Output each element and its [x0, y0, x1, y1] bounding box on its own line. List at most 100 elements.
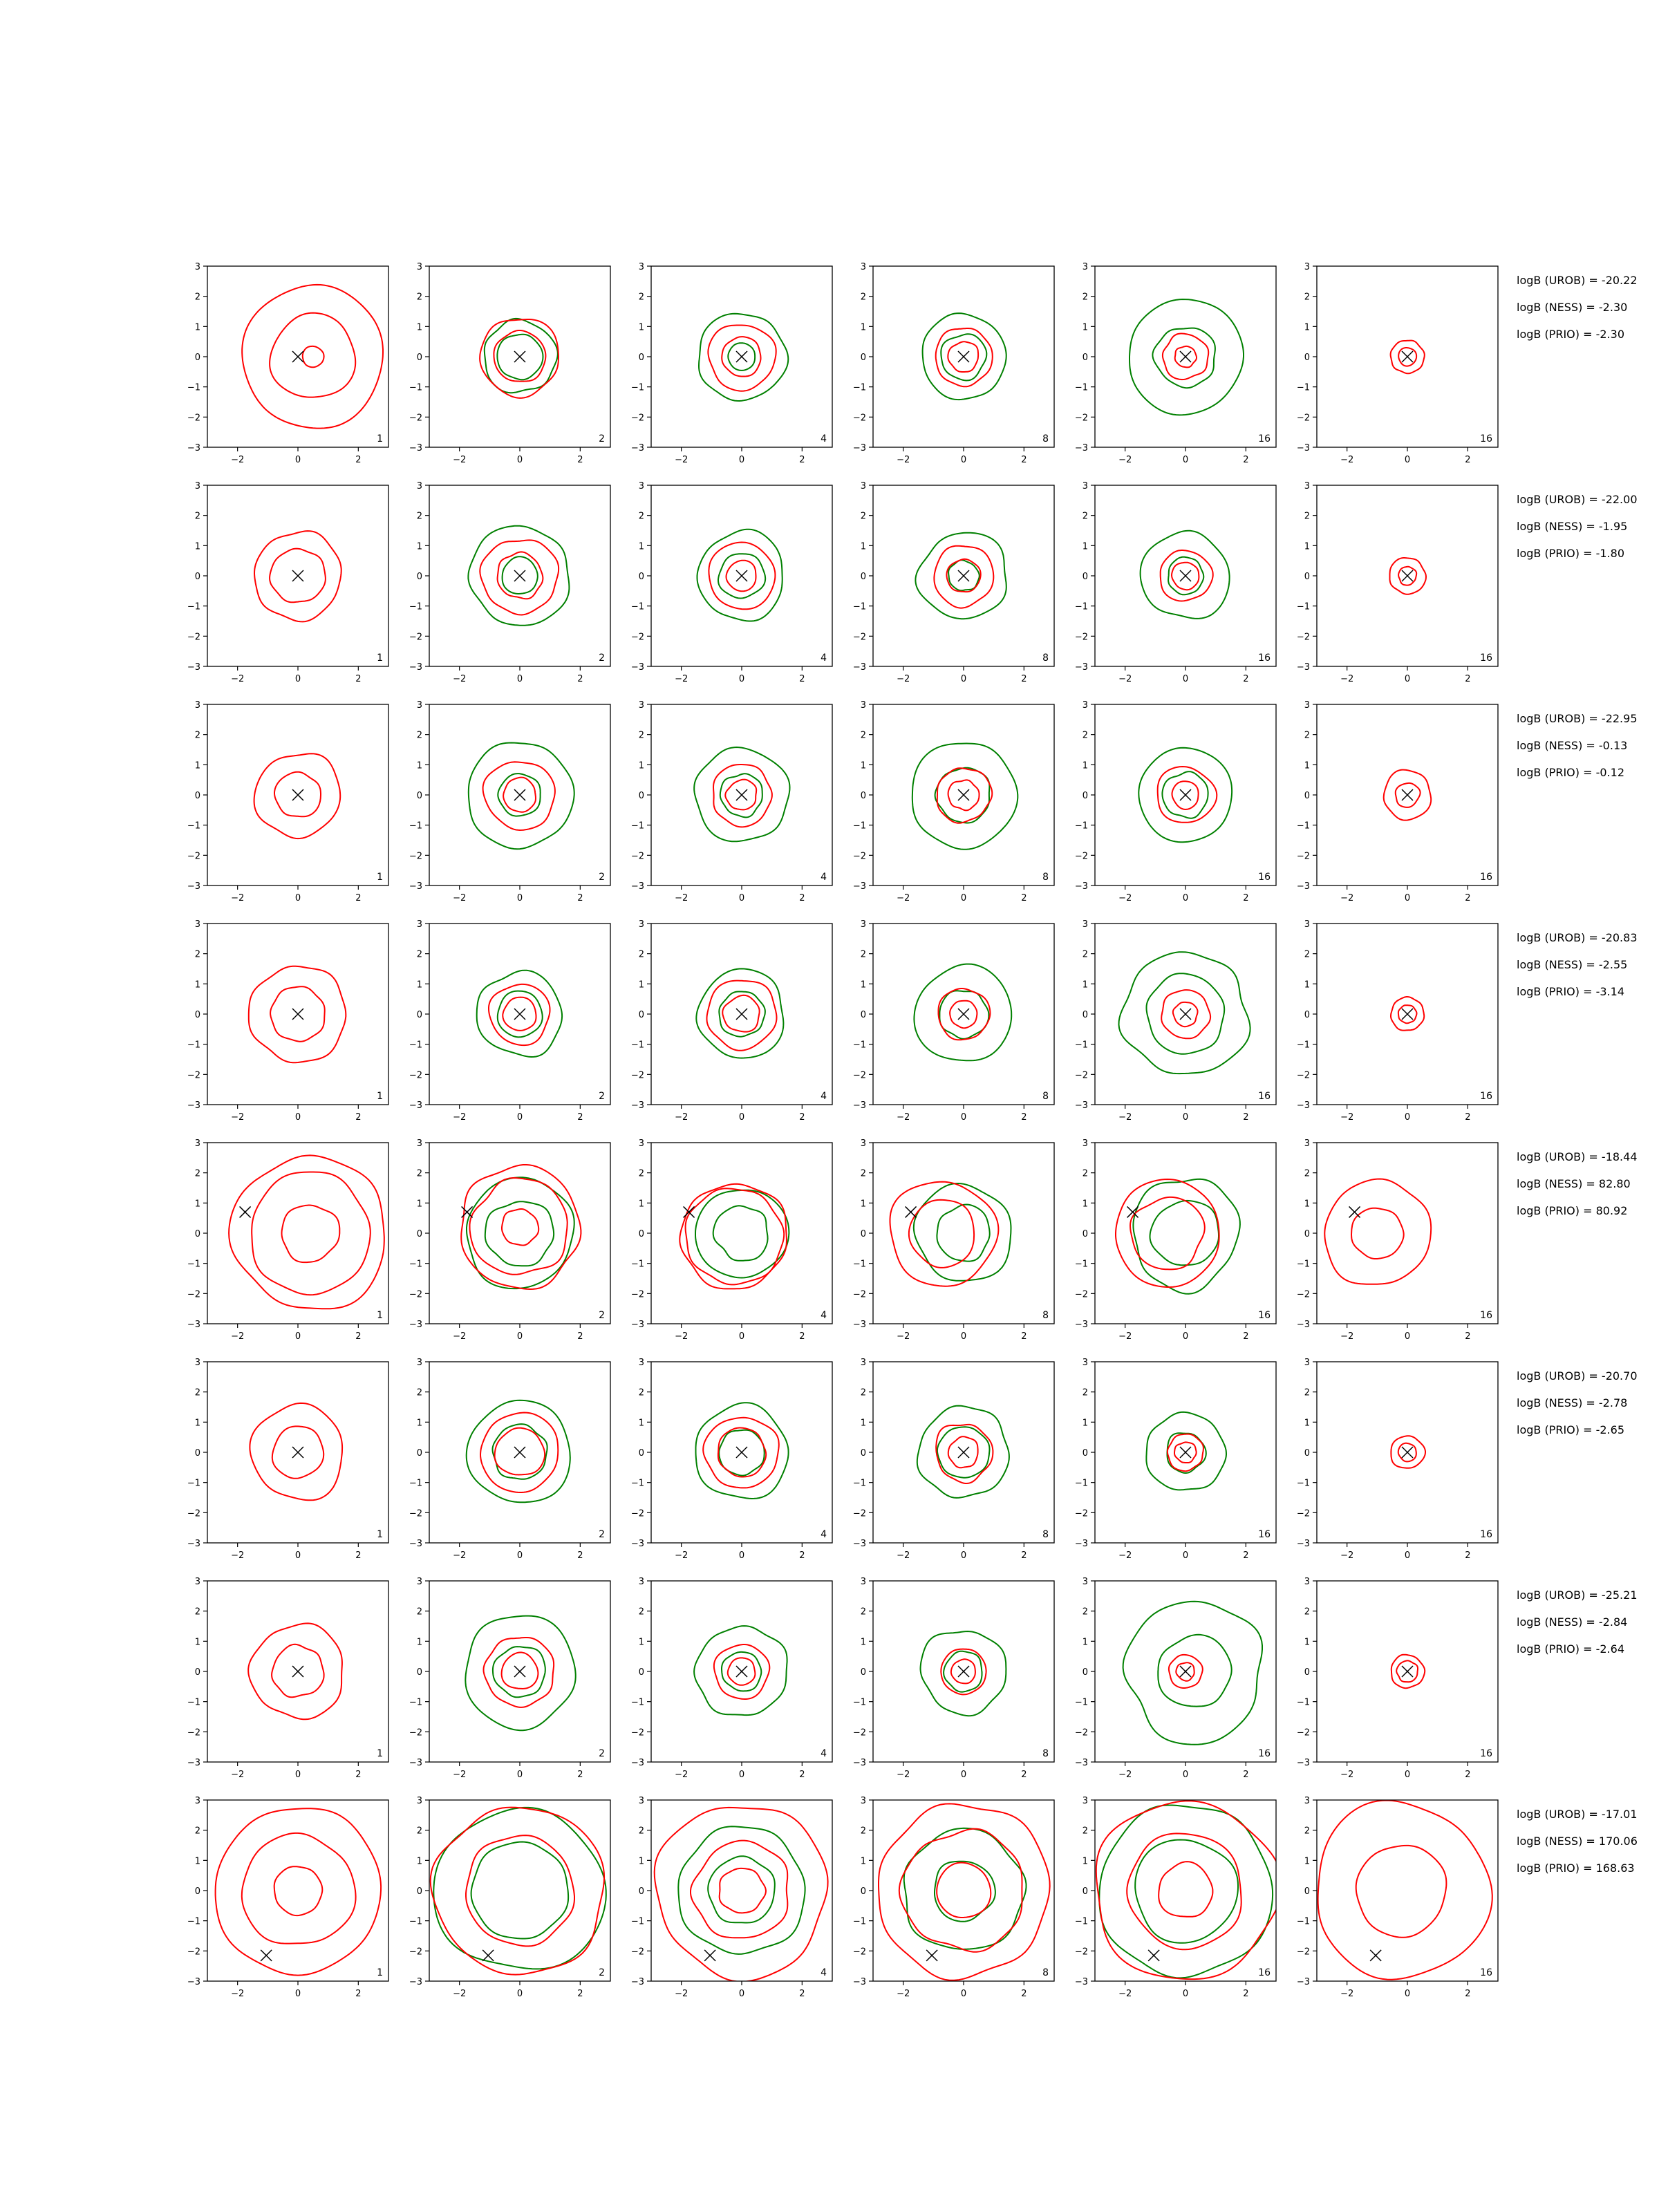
y-tick-label: 0 — [195, 353, 200, 363]
y-tick-label: −2 — [1297, 1508, 1310, 1519]
x-tick-label: 2 — [1465, 1112, 1470, 1123]
panel-corner-label: 4 — [821, 1310, 827, 1321]
y-tick-label: −1 — [187, 821, 200, 832]
panel-corner-label: 8 — [1042, 1091, 1049, 1102]
y-tick-label: 0 — [195, 1010, 200, 1020]
red-contour — [1171, 780, 1199, 811]
x-tick-label: 2 — [1243, 1112, 1248, 1123]
y-tick-label: 0 — [1082, 791, 1088, 801]
x-tick-label: 0 — [295, 1112, 301, 1123]
red-contour — [479, 539, 560, 616]
y-tick-label: −3 — [1297, 1100, 1310, 1111]
red-contour — [253, 530, 342, 623]
true-value-marker — [905, 1206, 917, 1218]
red-contour — [269, 312, 357, 398]
true-value-marker — [292, 570, 304, 582]
panel-corner-label: 8 — [1042, 1310, 1049, 1321]
y-tick-label: 2 — [417, 731, 422, 741]
y-tick-label: 0 — [861, 1667, 866, 1678]
y-tick-label: 3 — [639, 1796, 644, 1806]
x-tick-label: 0 — [739, 1989, 744, 1999]
x-tick-label: −2 — [897, 1989, 910, 1999]
green-contour — [1145, 1411, 1228, 1491]
y-tick-label: 1 — [861, 1856, 866, 1866]
y-tick-label: −1 — [1297, 602, 1310, 612]
y-tick-label: −3 — [409, 1758, 422, 1768]
y-tick-label: 2 — [195, 731, 200, 741]
y-tick-label: −2 — [409, 1508, 422, 1519]
panel-r1-c1: −2 0 2 3 2 1 0 −1 −2 −3 1 — [187, 262, 389, 465]
x-tick-label: −2 — [1118, 674, 1132, 684]
y-tick-label: 2 — [417, 292, 422, 303]
y-tick-label: 2 — [639, 1388, 644, 1398]
true-value-marker — [292, 1665, 304, 1678]
y-tick-label: 3 — [1304, 1796, 1310, 1806]
y-tick-label: −1 — [853, 821, 866, 832]
y-tick-label: −3 — [409, 1977, 422, 1987]
x-tick-label: 0 — [517, 455, 523, 465]
x-tick-label: 2 — [1021, 1770, 1027, 1780]
y-tick-label: 2 — [1304, 1826, 1310, 1837]
y-tick-label: −1 — [631, 821, 644, 832]
panel-corner-label: 4 — [821, 1091, 827, 1102]
y-tick-label: 0 — [195, 1448, 200, 1459]
green-contour — [1161, 771, 1209, 819]
y-tick-label: 2 — [639, 292, 644, 303]
y-tick-label: 0 — [639, 1667, 644, 1678]
y-tick-label: 3 — [417, 1358, 422, 1368]
x-tick-label: −2 — [675, 455, 688, 465]
panel-corner-label: 4 — [821, 1529, 827, 1540]
red-contour — [878, 1803, 1051, 1981]
panel-corner-label: 16 — [1480, 1529, 1492, 1540]
y-tick-label: 0 — [1304, 791, 1310, 801]
x-tick-label: −2 — [675, 1770, 688, 1780]
green-contour — [934, 1860, 996, 1922]
y-tick-label: −2 — [409, 1070, 422, 1080]
x-tick-label: −2 — [1118, 455, 1132, 465]
red-contour — [273, 1866, 324, 1917]
red-contour — [708, 541, 776, 610]
x-tick-label: 2 — [577, 674, 583, 684]
x-tick-label: 0 — [1183, 1112, 1188, 1123]
green-contour — [491, 1646, 546, 1698]
x-tick-label: −2 — [897, 1550, 910, 1561]
y-tick-label: 1 — [1304, 980, 1310, 990]
axes-frame — [1094, 1142, 1277, 1324]
y-tick-label: −1 — [631, 1479, 644, 1489]
red-contour — [718, 1867, 767, 1914]
x-tick-label: −2 — [897, 1331, 910, 1342]
y-tick-label: −1 — [631, 602, 644, 612]
y-tick-label: 1 — [417, 980, 422, 990]
bayes-factor-label: logB (PRIO) = -3.14 — [1517, 985, 1624, 998]
x-tick-label: −2 — [453, 1550, 466, 1561]
y-tick-label: −3 — [1297, 1539, 1310, 1549]
red-contour — [496, 551, 544, 600]
x-tick-label: 0 — [961, 1331, 966, 1342]
y-tick-label: −3 — [853, 1758, 866, 1768]
x-tick-label: 2 — [1021, 1112, 1027, 1123]
x-tick-label: −2 — [1340, 1989, 1353, 1999]
x-tick-label: 0 — [517, 1550, 523, 1561]
x-tick-label: 0 — [517, 893, 523, 903]
red-contour — [1115, 1178, 1220, 1288]
x-tick-label: −2 — [453, 1989, 466, 1999]
x-tick-label: 2 — [799, 893, 805, 903]
y-tick-label: −3 — [853, 1320, 866, 1330]
x-tick-label: −2 — [453, 893, 466, 903]
y-tick-label: 2 — [1082, 1169, 1088, 1179]
y-tick-label: 0 — [195, 1229, 200, 1239]
true-value-marker — [482, 1949, 494, 1962]
panel-corner-label: 16 — [1258, 1529, 1271, 1540]
y-tick-label: 3 — [417, 481, 422, 491]
y-tick-label: −3 — [1297, 1977, 1310, 1987]
panel-r6-c3: −2 0 2 3 2 1 0 −1 −2 −3 4 — [631, 1358, 833, 1561]
y-tick-label: 1 — [1304, 760, 1310, 771]
y-tick-label: 0 — [639, 1229, 644, 1239]
panel-corner-label: 16 — [1258, 1748, 1271, 1759]
red-contour — [725, 559, 757, 592]
y-tick-label: 2 — [1304, 512, 1310, 522]
green-contour — [467, 742, 575, 850]
panel-r1-c4: −2 0 2 3 2 1 0 −1 −2 −3 8 — [853, 262, 1055, 465]
true-value-marker — [1401, 1665, 1414, 1678]
